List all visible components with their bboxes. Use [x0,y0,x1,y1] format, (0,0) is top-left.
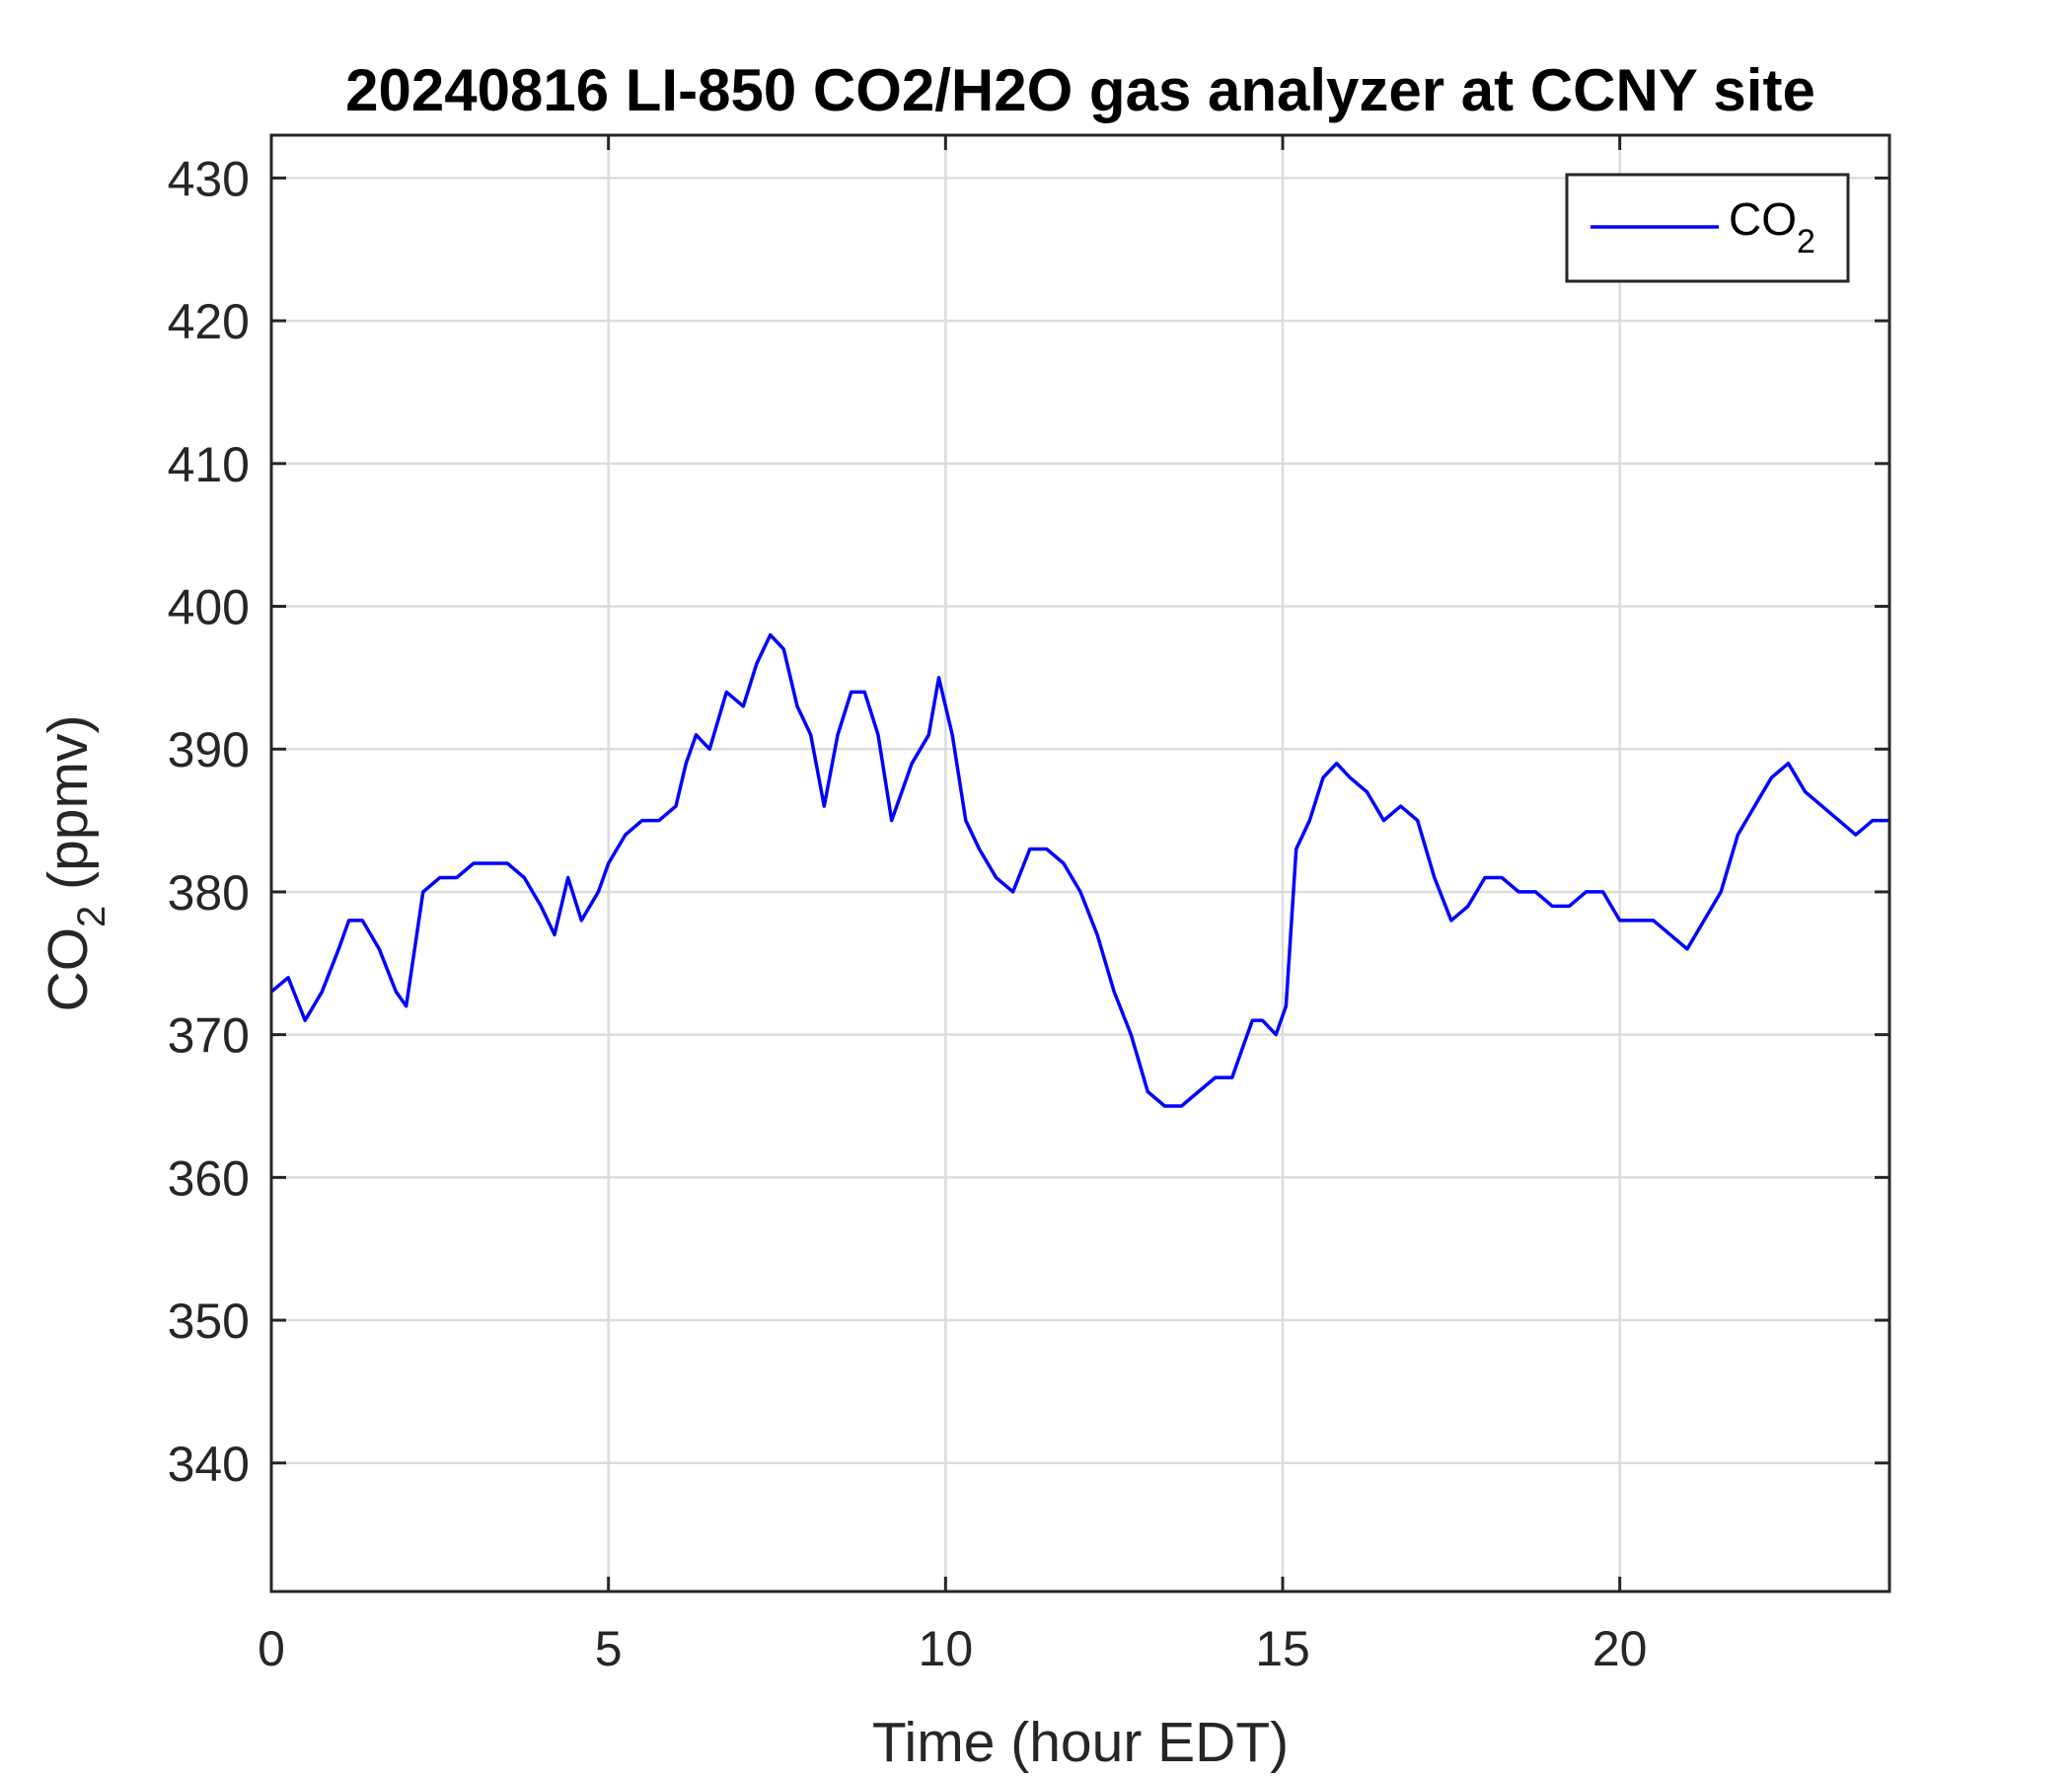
y-tick-label: 340 [168,1437,250,1492]
x-tick-labels: 0 5 10 15 20 [258,1621,1647,1676]
plot-area-frame [269,133,1891,1593]
x-tick-label: 0 [258,1621,285,1676]
series-layer [269,632,1889,1108]
y-tick-label: 420 [168,294,250,349]
y-tick-label: 350 [168,1294,250,1349]
legend-entry-co2: CO2 [1729,193,1815,260]
legend-entry-subscript: 2 [1797,223,1815,260]
y-axis-label: CO2 (ppmv) [37,715,113,1012]
x-tick-label: 15 [1255,1621,1310,1676]
x-tick-label: 10 [919,1621,974,1676]
series-line-co2 [269,632,1889,1108]
legend: CO2 [1565,173,1850,283]
x-tick-label: 20 [1592,1621,1648,1676]
chart-title: 20240816 LI-850 CO2/H2O gas analyzer at … [345,57,1815,123]
y-tick-label: 430 [168,151,250,206]
y-axis-label-subscript: 2 [70,906,113,927]
y-tick-label: 370 [168,1008,250,1064]
grid-layer [271,135,1889,1591]
y-axis-label-rest: (ppmv) [37,715,100,906]
y-tick-label: 400 [168,580,250,635]
legend-entry-main: CO [1729,193,1797,245]
y-tick-label: 380 [168,865,250,921]
y-tick-labels: 340 350 360 370 380 390 400 410 420 430 [168,151,250,1491]
x-tick-label: 5 [595,1621,623,1676]
y-tick-label: 360 [168,1150,250,1206]
x-axis-label: Time (hour EDT) [872,1711,1289,1774]
y-tick-label: 410 [168,437,250,492]
tick-marks [269,135,1889,1591]
y-tick-label: 390 [168,722,250,777]
y-axis-label-main: CO [37,927,100,1012]
